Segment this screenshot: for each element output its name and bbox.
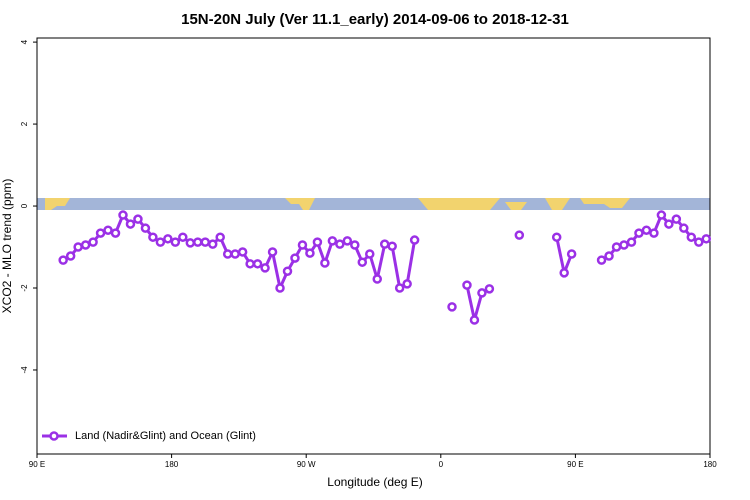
- data-point: [110, 228, 121, 238]
- data-point: [140, 223, 151, 233]
- data-point: [357, 257, 368, 267]
- data-point: [701, 234, 712, 244]
- data-point: [596, 255, 607, 265]
- data-point: [327, 236, 338, 246]
- x-tick-label: 90 W: [297, 460, 316, 469]
- chart-title: 15N-20N July (Ver 11.1_early) 2014-09-06…: [181, 11, 569, 28]
- data-point: [133, 214, 143, 224]
- data-point: [402, 279, 412, 289]
- data-point: [379, 239, 390, 249]
- data-point: [58, 255, 68, 265]
- data-point: [252, 259, 263, 269]
- data-point: [679, 223, 689, 233]
- data-line: [62, 212, 707, 321]
- data-point: [686, 232, 697, 242]
- x-axis-label: Longitude (deg E): [327, 475, 422, 489]
- data-point: [305, 248, 315, 258]
- data-point: [551, 232, 562, 242]
- y-tick-label: -4: [20, 366, 29, 374]
- data-point: [260, 263, 270, 273]
- data-point: [125, 219, 136, 229]
- data-point: [275, 283, 285, 293]
- data-point: [118, 210, 128, 220]
- map-strip: [37, 198, 710, 210]
- data-point: [387, 241, 397, 251]
- data-point: [320, 258, 330, 268]
- data-point: [611, 242, 622, 252]
- data-point: [282, 266, 293, 276]
- data-point: [477, 288, 487, 298]
- data-point: [447, 302, 457, 312]
- data-point: [559, 268, 569, 278]
- data-point: [634, 228, 644, 238]
- data-point: [178, 232, 188, 242]
- y-tick-label: 4: [20, 39, 29, 44]
- data-point: [694, 237, 704, 247]
- data-point: [664, 219, 674, 229]
- data-point: [155, 237, 166, 247]
- legend-marker: [49, 431, 59, 441]
- data-point: [619, 240, 629, 250]
- data-point: [350, 240, 360, 250]
- data-point: [671, 214, 682, 224]
- data-point: [604, 251, 614, 261]
- data-point: [95, 228, 106, 238]
- data-point: [80, 240, 91, 250]
- y-tick-label: -2: [20, 284, 29, 292]
- x-tick-label: 90 E: [29, 460, 45, 469]
- data-point: [237, 247, 248, 257]
- data-point: [103, 225, 113, 235]
- x-tick-label: 0: [439, 460, 444, 469]
- legend-label: Land (Nadir&Glint) and Ocean (Glint): [75, 430, 256, 442]
- data-point: [342, 236, 353, 246]
- data-point: [297, 240, 308, 250]
- data-point: [148, 232, 158, 242]
- data-point: [245, 259, 255, 269]
- y-tick-label: 0: [20, 203, 29, 208]
- data-point: [207, 239, 218, 249]
- data-point: [170, 237, 181, 247]
- data-point: [372, 274, 382, 284]
- plot-frame: [36, 37, 711, 455]
- data-point: [193, 237, 203, 247]
- data-point: [484, 284, 495, 294]
- data-point: [469, 315, 480, 325]
- data-point: [365, 249, 375, 259]
- data-point: [222, 249, 233, 259]
- x-tick-label: 90 E: [567, 460, 583, 469]
- data-point: [649, 228, 659, 238]
- data-point: [514, 230, 525, 240]
- data-point: [88, 237, 98, 247]
- data-point: [65, 251, 76, 261]
- data-point: [312, 237, 323, 247]
- x-tick-label: 180: [165, 460, 179, 469]
- x-tick-label: 180: [703, 460, 717, 469]
- data-point: [185, 238, 196, 248]
- data-point: [230, 249, 240, 259]
- data-point: [73, 242, 83, 252]
- data-point: [200, 237, 210, 247]
- data-point: [641, 225, 652, 235]
- data-point: [267, 247, 278, 257]
- data-point: [215, 232, 225, 242]
- y-tick-label: 2: [20, 121, 29, 126]
- data-point: [462, 280, 472, 290]
- data-point: [290, 253, 300, 263]
- data-point: [394, 283, 405, 293]
- data-point: [335, 239, 345, 249]
- data-point: [163, 234, 173, 244]
- y-axis-label: XCO2 - MLO trend (ppm): [0, 179, 14, 314]
- data-point: [566, 249, 577, 259]
- data-point: [626, 237, 637, 247]
- data-point: [656, 210, 667, 220]
- data-point: [409, 235, 420, 245]
